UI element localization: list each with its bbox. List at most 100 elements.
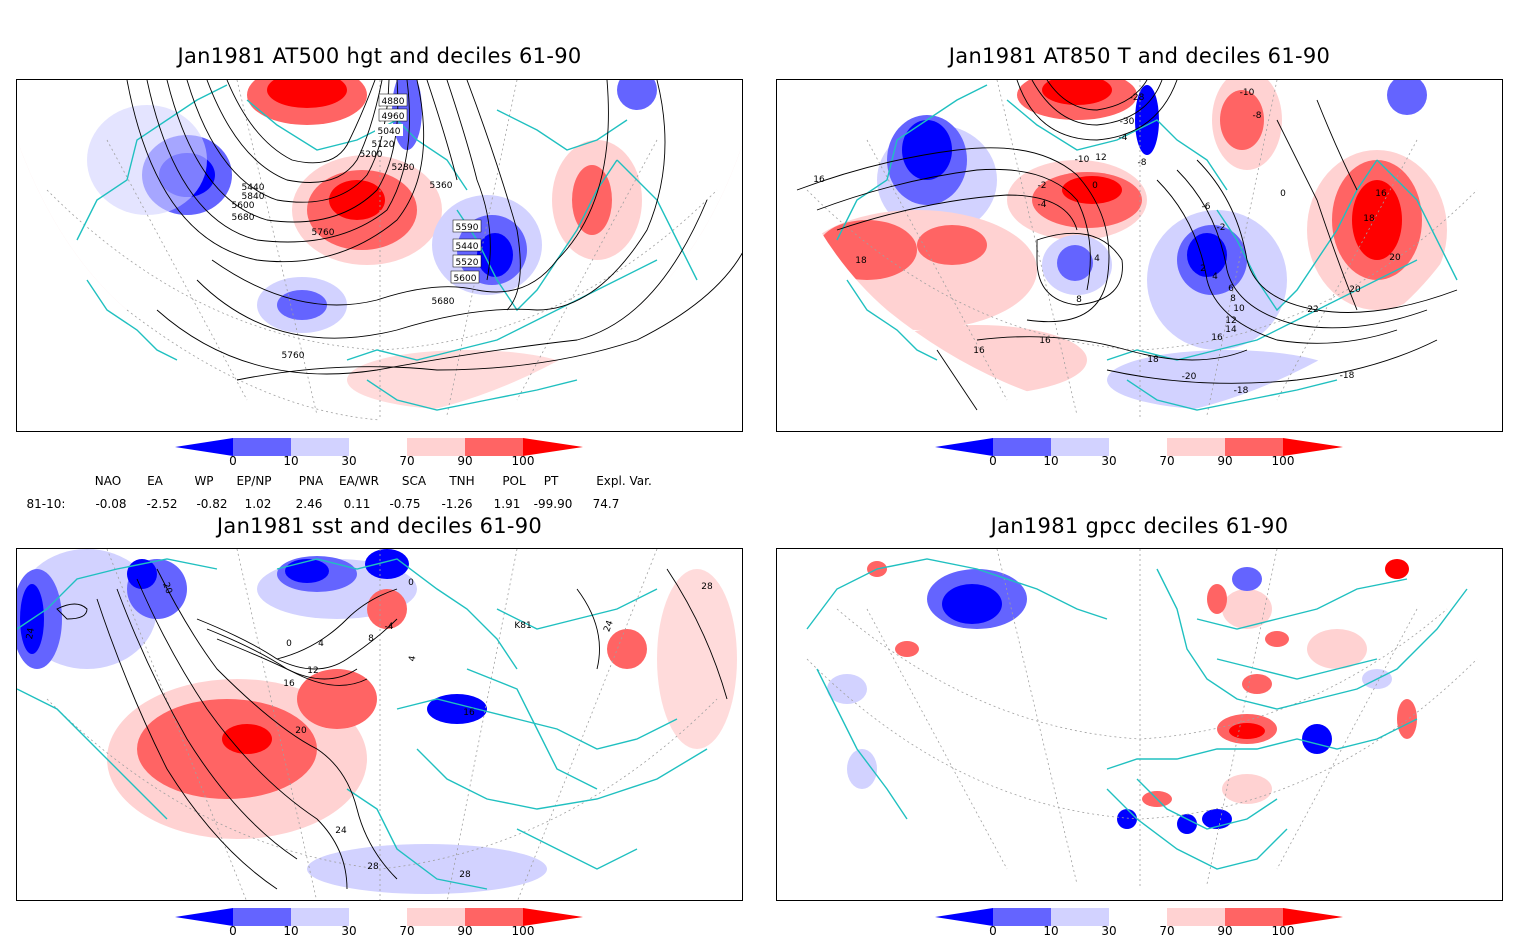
svg-text:4: 4: [1212, 272, 1218, 282]
svg-text:5680: 5680: [432, 297, 455, 307]
temperature-contours: [796, 80, 1458, 411]
colorbar-label: 10: [283, 454, 299, 468]
colorbar-swatch: [233, 908, 291, 926]
map-hgt500: 4880 4960 5040 5120 5200 5280 5360 5440 …: [16, 79, 743, 432]
svg-text:16: 16: [1039, 336, 1051, 346]
svg-text:24: 24: [335, 826, 347, 836]
svg-text:12: 12: [1225, 316, 1236, 326]
svg-text:16: 16: [1375, 189, 1387, 199]
svg-text:16: 16: [973, 346, 985, 356]
anomaly-shading: [222, 724, 272, 754]
colorbar-swatch: [349, 438, 407, 456]
panel-title-sst: Jan1981 sst and deciles 61-90: [216, 514, 543, 538]
contour-labels: 24 20 0 4 8 12 16 20 24 28 28 28 24 16 -…: [25, 578, 713, 880]
svg-text:22: 22: [1307, 305, 1318, 315]
index-header-row: NAO EA WP EP/NP PNA EA/WR SCA TNH POL PT…: [0, 474, 760, 490]
index-header: WP: [194, 474, 214, 488]
colorbar-label: 10: [1043, 454, 1059, 468]
svg-text:5600: 5600: [454, 274, 477, 284]
lat-lon-grid: [806, 549, 1478, 889]
index-value: 1.91: [493, 497, 521, 511]
colorbar-label: 10: [283, 924, 299, 938]
colorbar-swatch: [1225, 438, 1283, 456]
index-value: -0.75: [389, 497, 421, 511]
coastlines: [806, 558, 1468, 870]
anomaly-shading: [1135, 85, 1159, 155]
svg-text:0: 0: [408, 578, 414, 588]
colorbar-label: 30: [1101, 924, 1117, 938]
colorbar-swatch: [993, 438, 1051, 456]
colorbar-arrow-high: [1283, 438, 1343, 456]
index-value: -2.52: [146, 497, 178, 511]
panel-title-hgt500: Jan1981 AT500 hgt and deciles 61-90: [177, 44, 582, 68]
svg-text:-8: -8: [1253, 111, 1262, 121]
contour-labels: -28 -30 -4 -10 -8 12 -2 -4 0 16 18 16 18…: [813, 88, 1401, 396]
svg-text:5360: 5360: [430, 181, 453, 191]
colorbar-swatch: [1167, 908, 1225, 926]
index-value: 74.7: [592, 497, 620, 511]
colorbar-swatch: [1051, 438, 1109, 456]
colorbar-label: 0: [229, 454, 237, 468]
svg-text:-20: -20: [1182, 372, 1197, 382]
index-header: PT: [543, 474, 559, 488]
svg-text:20: 20: [160, 581, 173, 595]
colorbar-swatches: [935, 908, 1343, 926]
svg-text:-28: -28: [1130, 93, 1145, 103]
svg-text:8: 8: [368, 634, 374, 644]
anomaly-shading: [427, 694, 487, 724]
anomaly-shading: [277, 290, 327, 320]
colorbar-label: 100: [1271, 924, 1295, 938]
index-header: PNA: [298, 474, 324, 488]
anomaly-shading: [1187, 233, 1227, 277]
anomaly-shading: [267, 80, 347, 108]
colorbar-swatch: [1051, 908, 1109, 926]
svg-text:-18: -18: [1340, 371, 1355, 381]
anomaly-shading: [1062, 176, 1122, 204]
colorbar-label: 100: [511, 454, 535, 468]
panel-title-gpcc: Jan1981 gpcc deciles 61-90: [990, 514, 1289, 538]
sst-contours: [56, 568, 728, 890]
svg-text:0: 0: [286, 639, 292, 649]
svg-text:16: 16: [283, 679, 295, 689]
svg-text:12: 12: [307, 666, 318, 676]
svg-text:5440: 5440: [456, 242, 479, 252]
svg-text:18: 18: [1147, 355, 1159, 365]
index-header: TNH: [449, 474, 475, 488]
anomaly-shading: [1387, 80, 1427, 115]
svg-text:0: 0: [1280, 189, 1286, 199]
svg-text:16: 16: [813, 175, 825, 185]
anomaly-shading: [297, 669, 377, 729]
colorbar-swatch: [349, 908, 407, 926]
svg-text:4960: 4960: [382, 112, 405, 122]
svg-text:5760: 5760: [282, 351, 305, 361]
svg-text:20: 20: [1349, 285, 1361, 295]
lat-lon-grid: [46, 80, 718, 421]
anomaly-shading: [127, 559, 157, 589]
anomaly-shading: [307, 844, 547, 894]
anomaly-shading: [607, 629, 647, 669]
colorbar-swatch: [465, 908, 523, 926]
colorbar-label: 0: [229, 924, 237, 938]
anomaly-shading: [1042, 80, 1112, 105]
index-value: 1.02: [244, 497, 272, 511]
svg-text:-2: -2: [1038, 181, 1047, 191]
svg-text:4: 4: [408, 655, 419, 663]
anomaly-shading: [827, 559, 1417, 834]
index-header: EP/NP: [236, 474, 272, 488]
index-value: -1.26: [441, 497, 473, 511]
colorbar-label: 90: [1217, 454, 1233, 468]
svg-text:28: 28: [701, 582, 713, 592]
svg-text:5600: 5600: [232, 201, 255, 211]
anomaly-shading: [1057, 245, 1093, 281]
svg-text:24: 24: [25, 627, 37, 640]
svg-text:8: 8: [1230, 294, 1236, 304]
anomaly-shading: [137, 699, 317, 799]
colorbar-label: 70: [399, 454, 415, 468]
svg-text:2: 2: [1200, 264, 1206, 274]
colorbar-top-right: 0 10 30 70 90 100: [935, 438, 1355, 470]
anomaly-shading: [365, 549, 409, 579]
map-hgt500-svg: 4880 4960 5040 5120 5200 5280 5360 5440 …: [17, 80, 742, 431]
colorbar-swatch: [291, 438, 349, 456]
svg-text:5760: 5760: [312, 228, 335, 238]
map-outside: [777, 609, 1502, 900]
